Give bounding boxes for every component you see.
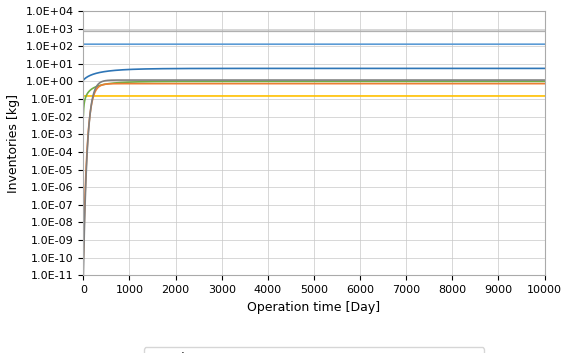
Pu <box>99 70 106 74</box>
Am <box>116 82 123 86</box>
Th <box>87 29 94 34</box>
Th <box>99 29 106 34</box>
Cm <box>541 78 548 82</box>
Th <box>541 29 548 34</box>
Am <box>87 110 94 114</box>
Am <box>80 255 86 259</box>
U <box>86 42 93 46</box>
U <box>121 42 128 46</box>
Cm <box>86 113 93 117</box>
Am <box>541 82 548 86</box>
Pa <box>116 94 123 98</box>
Pu <box>86 73 93 78</box>
Np <box>86 88 93 92</box>
Cm <box>99 79 106 84</box>
Cm <box>116 78 123 82</box>
Pa <box>80 94 86 98</box>
Np <box>99 83 106 87</box>
Cm <box>224 78 231 82</box>
Line: Am: Am <box>83 84 545 257</box>
Line: Np: Np <box>83 82 545 115</box>
U <box>541 42 548 46</box>
Am <box>224 82 231 86</box>
U <box>80 42 86 46</box>
Np <box>87 88 94 92</box>
Pu <box>541 66 548 71</box>
Am <box>121 82 128 86</box>
U <box>116 42 123 46</box>
Pa <box>87 94 94 98</box>
Cm <box>80 273 86 277</box>
Line: Cm: Cm <box>83 80 545 275</box>
Pa <box>99 94 106 98</box>
Np <box>116 80 123 85</box>
Cm <box>121 78 128 82</box>
X-axis label: Operation time [Day]: Operation time [Day] <box>248 301 381 313</box>
Y-axis label: Inventories [kg]: Inventories [kg] <box>7 94 20 193</box>
Pa <box>81 94 88 98</box>
Line: Pu: Pu <box>83 68 545 80</box>
U <box>99 42 106 46</box>
Am <box>99 83 106 87</box>
Pa <box>121 94 128 98</box>
Np <box>121 80 128 84</box>
Th <box>81 29 88 34</box>
Am <box>81 210 88 215</box>
U <box>87 42 94 46</box>
Pu <box>121 67 128 72</box>
Cm <box>81 222 88 227</box>
Pu <box>116 68 123 72</box>
Th <box>121 29 128 34</box>
Pu <box>87 73 94 77</box>
Pu <box>81 77 88 81</box>
Pu <box>80 78 86 82</box>
Pa <box>86 94 93 98</box>
Th <box>86 29 93 34</box>
Th <box>80 29 86 34</box>
Legend: Th, Pa, U, Np, Pu, Am, Cm: Th, Pa, U, Np, Pu, Am, Cm <box>144 347 484 353</box>
Pa <box>541 94 548 98</box>
Np <box>80 113 86 117</box>
Np <box>541 79 548 84</box>
Np <box>81 100 88 104</box>
Th <box>116 29 123 34</box>
Am <box>86 113 93 117</box>
U <box>81 42 88 46</box>
Cm <box>87 110 94 114</box>
